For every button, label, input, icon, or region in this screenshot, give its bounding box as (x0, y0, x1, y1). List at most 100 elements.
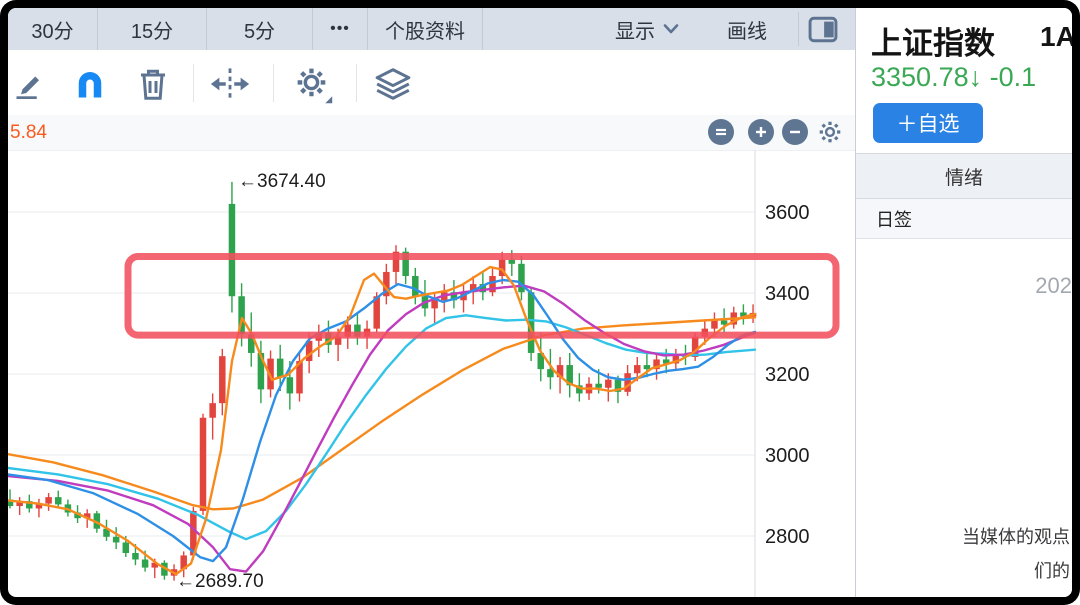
daily-sign-row[interactable]: 日签 (856, 199, 1072, 239)
plus-icon (756, 127, 766, 137)
candle-body (16, 501, 23, 507)
gear-icon (297, 68, 333, 104)
h-split-arrows-icon (210, 68, 250, 100)
zoom-in-button[interactable] (748, 119, 774, 145)
display-dropdown[interactable]: 显示 (615, 8, 679, 50)
horizontal-split-tool-button[interactable] (207, 64, 253, 104)
candle-body (161, 562, 168, 576)
tab-label: 15分 (130, 20, 174, 43)
candle-body (151, 562, 158, 568)
candle-body (614, 379, 622, 392)
settings-tool-button[interactable] (293, 64, 333, 104)
candle-body (498, 259, 506, 276)
draw-line-label: 画线 (727, 20, 767, 43)
candle-body (556, 365, 564, 378)
candle-body (489, 275, 496, 293)
quote-line: 们的 (1034, 561, 1070, 582)
candle-body (103, 528, 110, 537)
candle-body (35, 503, 43, 509)
candle-body (605, 379, 612, 388)
tab-15min[interactable]: 15分 (98, 8, 207, 50)
delete-tool-button[interactable] (133, 64, 173, 104)
price-value: 3350.78 (871, 62, 969, 92)
add-watchlist-button[interactable]: ＋自选 (873, 103, 983, 143)
divider (356, 64, 357, 102)
candle-body (720, 320, 728, 325)
ma-line-ma10 (8, 278, 757, 563)
candlestick-chart[interactable]: ←3674.40 ←2689.70 3600 3400 3200 3000 2800 (8, 150, 855, 597)
quote-line: 当媒体的观点 (962, 527, 1070, 547)
layers-tool-button[interactable] (373, 64, 413, 104)
magnet-icon (78, 72, 102, 98)
minus-icon (790, 130, 800, 134)
candle-body (634, 365, 641, 374)
more-icon: ••• (330, 20, 350, 37)
pencil-tool-button[interactable] (10, 64, 50, 104)
drawing-toolbar (8, 50, 855, 116)
daily-sign-date: 202 (1035, 273, 1072, 298)
tab-5min[interactable]: 5分 (207, 8, 313, 50)
magnet-tool-button[interactable] (70, 64, 110, 104)
panel-toggle-button[interactable] (808, 8, 838, 50)
candle-body (479, 284, 487, 293)
y-axis-label: 2800 (765, 526, 810, 548)
y-axis-label: 3400 (765, 283, 810, 305)
candle-body (238, 296, 245, 335)
candle-body (740, 312, 747, 317)
candle-body (672, 355, 680, 364)
candle-body (383, 271, 390, 297)
candle-body (566, 365, 573, 386)
candle-body (450, 292, 458, 301)
annotation-rectangle[interactable] (124, 253, 840, 339)
divider (193, 64, 194, 102)
app-window: 30分 15分 5分 ••• 个股资料 显示 画线 (8, 8, 1072, 597)
candle-body (286, 377, 294, 394)
tab-more-ellipsis[interactable]: ••• (313, 8, 368, 50)
candle-body (141, 559, 149, 568)
divider (798, 12, 799, 46)
trash-icon (141, 69, 165, 100)
pencil-icon (16, 76, 39, 99)
dropdown-wedge (325, 96, 333, 104)
candle-body (595, 383, 602, 388)
index-title: 上证指数 (871, 26, 995, 61)
display-label: 显示 (615, 20, 655, 43)
candle-body (190, 510, 197, 556)
candle-body (344, 324, 351, 337)
divider (273, 64, 274, 102)
candle-body (112, 536, 120, 543)
candle-body (624, 373, 631, 392)
candle-body (55, 497, 62, 505)
candle-body (93, 513, 101, 529)
candle-body (45, 497, 52, 504)
layers-icon (375, 68, 411, 100)
candle-body (228, 203, 236, 297)
y-axis-label: 3200 (765, 364, 810, 386)
candle-body (392, 251, 400, 272)
tab-label: 5分 (243, 20, 276, 43)
zoom-out-button[interactable] (782, 119, 808, 145)
candle-body (711, 320, 718, 329)
tab-stock-info[interactable]: 个股资料 (368, 8, 483, 50)
candle-body (469, 284, 477, 293)
sentiment-tab[interactable]: 情绪 (856, 153, 1072, 199)
draw-line-button[interactable]: 画线 (727, 8, 767, 50)
candle-body (219, 356, 226, 404)
ma-line-ma5 (8, 265, 757, 576)
candle-body (74, 512, 81, 519)
candle-body (527, 292, 535, 353)
candle-body (276, 358, 284, 378)
candle-body (325, 332, 332, 345)
tab-30min[interactable]: 30分 (8, 8, 98, 50)
candle-body (518, 263, 525, 293)
tab-label: 个股资料 (385, 20, 465, 43)
chart-list-button[interactable] (708, 119, 734, 145)
down-arrow-icon: ↓ (968, 62, 983, 92)
quote-panel: 上证指数 1A 3350.78↓ -0.1 ＋自选 情绪 日签 202 当媒体的… (855, 8, 1072, 597)
candle-body (209, 403, 216, 418)
panel-toggle-icon (808, 16, 838, 42)
y-axis-label: 3600 (765, 202, 810, 224)
chart-settings-button[interactable] (816, 118, 844, 146)
candle-body (402, 251, 409, 276)
